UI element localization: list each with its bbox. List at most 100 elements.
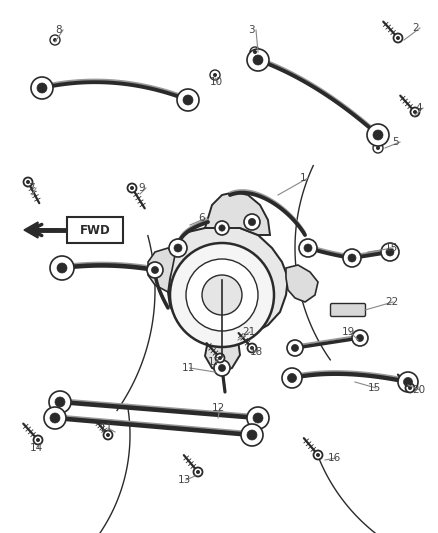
Text: 9: 9 <box>138 183 145 193</box>
Circle shape <box>253 55 263 65</box>
Circle shape <box>50 413 60 423</box>
Circle shape <box>381 243 399 261</box>
Circle shape <box>177 89 199 111</box>
Circle shape <box>352 330 368 346</box>
Text: 10: 10 <box>210 77 223 87</box>
Circle shape <box>215 353 225 362</box>
Circle shape <box>106 433 110 437</box>
Circle shape <box>253 50 257 54</box>
Circle shape <box>393 34 403 43</box>
Circle shape <box>174 244 182 252</box>
Circle shape <box>247 407 269 429</box>
Circle shape <box>299 239 317 257</box>
Circle shape <box>219 365 226 372</box>
Text: 11: 11 <box>100 423 113 433</box>
Circle shape <box>50 256 74 280</box>
Circle shape <box>250 346 254 350</box>
Circle shape <box>33 435 42 445</box>
Polygon shape <box>168 226 288 342</box>
Circle shape <box>169 239 187 257</box>
Circle shape <box>210 70 220 80</box>
Circle shape <box>194 467 202 477</box>
Circle shape <box>253 413 263 423</box>
Circle shape <box>247 430 257 440</box>
Circle shape <box>282 368 302 388</box>
Text: 5: 5 <box>392 137 399 147</box>
Circle shape <box>248 219 256 225</box>
Circle shape <box>343 249 361 267</box>
Circle shape <box>408 386 412 390</box>
Text: FWD: FWD <box>80 223 110 237</box>
Circle shape <box>127 183 137 192</box>
Polygon shape <box>205 192 270 235</box>
Circle shape <box>196 470 200 474</box>
Circle shape <box>413 110 417 114</box>
Circle shape <box>219 225 225 231</box>
Polygon shape <box>205 340 240 372</box>
Circle shape <box>316 453 320 457</box>
Circle shape <box>213 73 217 77</box>
Circle shape <box>292 344 299 351</box>
Circle shape <box>406 384 414 392</box>
Circle shape <box>44 407 66 429</box>
Text: 13: 13 <box>178 475 191 485</box>
Circle shape <box>130 186 134 190</box>
Circle shape <box>147 262 163 278</box>
Circle shape <box>214 360 230 376</box>
Text: 19: 19 <box>342 327 355 337</box>
Text: 20: 20 <box>412 385 425 395</box>
Circle shape <box>373 130 383 140</box>
FancyBboxPatch shape <box>331 303 365 317</box>
Text: 2: 2 <box>412 23 419 33</box>
Text: 8: 8 <box>55 25 62 35</box>
Text: 11: 11 <box>182 363 195 373</box>
Circle shape <box>202 275 242 315</box>
Circle shape <box>348 254 356 262</box>
Text: 16: 16 <box>328 453 341 463</box>
Circle shape <box>376 146 380 150</box>
Circle shape <box>287 340 303 356</box>
Circle shape <box>373 143 383 153</box>
Circle shape <box>36 438 40 442</box>
Circle shape <box>152 266 159 273</box>
Circle shape <box>314 450 322 459</box>
Circle shape <box>186 259 258 331</box>
Circle shape <box>247 343 257 352</box>
Polygon shape <box>286 265 318 302</box>
Circle shape <box>304 244 312 252</box>
Circle shape <box>53 38 57 42</box>
Circle shape <box>403 377 413 386</box>
Circle shape <box>31 77 53 99</box>
Text: 15: 15 <box>385 243 398 253</box>
Circle shape <box>357 335 364 342</box>
Circle shape <box>241 424 263 446</box>
Circle shape <box>247 49 269 71</box>
Circle shape <box>396 36 400 40</box>
Circle shape <box>410 108 420 117</box>
Text: 4: 4 <box>415 103 422 113</box>
Text: 15: 15 <box>368 383 381 393</box>
Text: 17: 17 <box>208 357 221 367</box>
Text: 21: 21 <box>242 327 255 337</box>
Circle shape <box>57 263 67 273</box>
Circle shape <box>367 124 389 146</box>
Circle shape <box>386 248 394 256</box>
Text: 3: 3 <box>248 25 254 35</box>
Circle shape <box>103 431 113 440</box>
Circle shape <box>287 374 297 383</box>
Polygon shape <box>148 248 175 292</box>
Circle shape <box>250 47 260 57</box>
Circle shape <box>26 180 30 184</box>
Polygon shape <box>24 222 38 238</box>
Text: 22: 22 <box>385 297 398 307</box>
Circle shape <box>215 221 229 235</box>
Circle shape <box>55 397 65 407</box>
Text: 6: 6 <box>198 213 205 223</box>
Circle shape <box>24 177 32 187</box>
Circle shape <box>170 243 274 347</box>
Circle shape <box>49 391 71 413</box>
Circle shape <box>183 95 193 105</box>
Text: 14: 14 <box>30 443 43 453</box>
Text: 7: 7 <box>28 183 35 193</box>
Circle shape <box>37 83 47 93</box>
